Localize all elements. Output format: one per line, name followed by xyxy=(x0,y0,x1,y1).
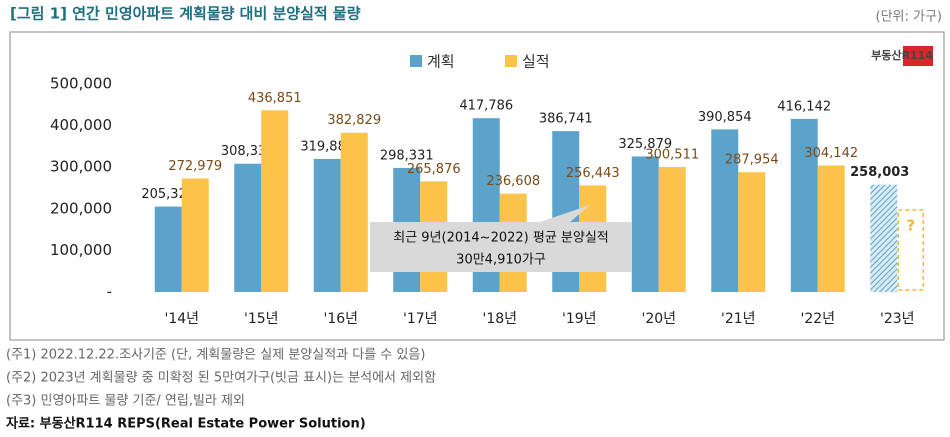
y-tick-label: 300,000 xyxy=(50,158,112,176)
x-tick-label: '16년 xyxy=(323,311,358,327)
bar xyxy=(313,158,341,292)
plot: - 100,000 200,000 300,000 400,000 500,000 '14년… xyxy=(50,75,924,327)
data-label: 308,337 xyxy=(221,144,275,159)
unknown-box xyxy=(897,209,924,291)
data-label: 382,829 xyxy=(327,113,381,128)
bar xyxy=(181,178,209,292)
bar xyxy=(261,110,289,292)
legend-label: 계획 xyxy=(427,53,455,71)
data-label: 258,003 xyxy=(850,165,909,180)
bar xyxy=(870,184,898,292)
legend-swatch xyxy=(505,55,517,67)
chart-title: [그림 1] 연간 민영아파트 계획물량 대비 분양실적 물량 xyxy=(10,5,361,23)
bar xyxy=(790,118,818,293)
legend-label: 실적 xyxy=(522,53,550,71)
legend-swatch xyxy=(410,55,422,67)
bar xyxy=(631,156,659,292)
data-label: 386,741 xyxy=(539,112,593,127)
x-tick-label: '17년 xyxy=(403,311,438,327)
bar xyxy=(234,163,262,292)
bar xyxy=(817,165,845,292)
x-tick-label: '18년 xyxy=(482,311,517,327)
source: 자료: 부동산R114 REPS(Real Estate Power Solut… xyxy=(6,416,366,432)
data-label: 319,889 xyxy=(300,139,354,154)
unit-label: (단위: 가구) xyxy=(876,10,943,25)
x-tick-label: '20년 xyxy=(641,311,676,327)
data-label: 390,854 xyxy=(698,110,752,125)
data-label: 325,879 xyxy=(618,137,672,152)
data-label: 205,327 xyxy=(141,187,195,202)
note: (주1) 2022.12.22.조사기준 (단, 계획물량은 실제 분양실적과 … xyxy=(6,348,425,363)
data-label: 300,511 xyxy=(645,147,699,162)
bar xyxy=(154,206,182,292)
data-label: 298,331 xyxy=(380,148,434,163)
callout: 최근 9년(2014~2022) 평균 분양실적 30만4,910가구 xyxy=(370,205,632,272)
data-label: 287,954 xyxy=(725,153,779,168)
x-tick-label: '23년 xyxy=(880,311,915,327)
data-label: 272,979 xyxy=(168,159,222,174)
note: (주3) 민영아파트 물량 기준/ 연립,빌라 제외 xyxy=(6,394,245,409)
data-label: 416,142 xyxy=(777,99,831,114)
x-tick-label: '19년 xyxy=(562,311,597,327)
y-tick-label: - xyxy=(107,283,112,301)
data-label: 417,786 xyxy=(459,99,513,114)
chart-frame xyxy=(9,31,945,341)
logo-badge xyxy=(903,46,933,66)
bar xyxy=(340,132,368,292)
data-label: 265,876 xyxy=(407,162,461,177)
unknown-label: ? xyxy=(906,217,915,235)
logo: 부동산R114 xyxy=(871,48,933,62)
bar xyxy=(658,166,686,292)
y-tick-label: 200,000 xyxy=(50,199,112,217)
y-tick-label: 100,000 xyxy=(50,241,112,259)
y-tick-label: 400,000 xyxy=(50,116,112,134)
data-label: 256,443 xyxy=(566,166,620,181)
data-label: 436,851 xyxy=(248,91,302,106)
data-label: 236,608 xyxy=(486,174,540,189)
callout-text: 최근 9년(2014~2022) 평균 분양실적 xyxy=(393,231,609,246)
y-tick-label: 500,000 xyxy=(50,75,112,93)
callout-box xyxy=(370,205,632,272)
bar xyxy=(738,172,766,292)
x-tick-label: '22년 xyxy=(800,311,835,327)
data-label: 304,142 xyxy=(804,146,858,161)
x-tick-label: '14년 xyxy=(164,311,199,327)
x-tick-label: '15년 xyxy=(244,311,279,327)
bar xyxy=(711,129,739,292)
callout-text: 30만4,910가구 xyxy=(456,253,546,268)
x-tick-label: '21년 xyxy=(721,311,756,327)
note: (주2) 2023년 계획물량 중 미확정 된 5만여가구(빗금 표시)는 분석… xyxy=(6,371,436,386)
legend: 계획 실적 xyxy=(410,53,550,71)
